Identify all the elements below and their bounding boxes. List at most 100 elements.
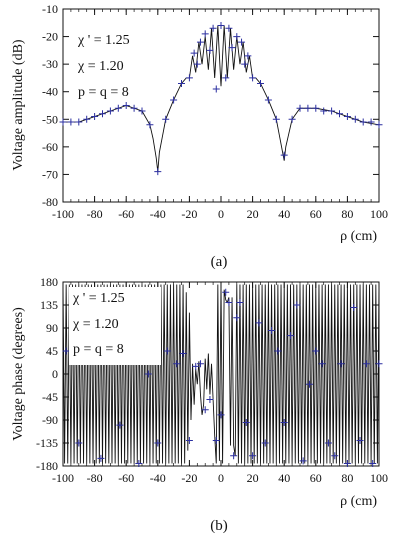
data-point-marker xyxy=(236,298,244,306)
data-point-marker xyxy=(233,314,241,322)
panel-caption: (a) xyxy=(211,254,228,270)
data-point-marker xyxy=(146,121,154,129)
data-point-marker xyxy=(196,360,204,368)
x-tick-label: -100 xyxy=(52,471,74,485)
y-tick-label: -40 xyxy=(42,85,58,99)
data-point-marker xyxy=(154,168,162,176)
data-point-marker xyxy=(212,85,220,93)
x-tick-label: 80 xyxy=(341,471,353,485)
x-axis-label: ρ (cm) xyxy=(340,494,377,509)
data-point-marker xyxy=(274,347,282,355)
data-point-marker xyxy=(179,350,187,358)
data-point-marker xyxy=(375,121,383,129)
data-point-marker xyxy=(242,419,250,427)
data-point-marker xyxy=(130,104,138,112)
x-tick-label: -80 xyxy=(87,207,103,221)
y-tick-label: 45 xyxy=(46,344,58,358)
data-point-marker xyxy=(280,151,288,159)
data-point-marker xyxy=(206,46,214,54)
data-point-marker xyxy=(356,436,364,444)
data-point-marker xyxy=(288,115,296,123)
x-tick-label: 0 xyxy=(218,207,224,221)
data-point-marker xyxy=(362,360,370,368)
x-tick-label: 40 xyxy=(278,207,290,221)
data-point-marker xyxy=(249,452,257,460)
data-point-marker xyxy=(135,459,143,467)
x-tick-label: -60 xyxy=(118,207,134,221)
y-tick-label: -50 xyxy=(42,112,58,126)
data-point-marker xyxy=(369,459,377,467)
data-point-marker xyxy=(173,360,181,368)
parameter-annotation: χ ' = 1.25 xyxy=(77,33,130,48)
data-point-marker xyxy=(193,60,201,68)
data-point-marker xyxy=(185,74,193,82)
data-point-marker xyxy=(163,347,171,355)
data-point-marker xyxy=(305,380,313,388)
data-point-marker xyxy=(144,370,152,378)
y-tick-label: -30 xyxy=(42,57,58,71)
data-point-marker xyxy=(75,118,83,126)
data-point-marker xyxy=(212,436,220,444)
data-point-marker xyxy=(62,347,70,355)
y-tick-label: 135 xyxy=(40,298,58,312)
data-point-marker xyxy=(312,104,320,112)
data-point-marker xyxy=(217,411,225,419)
data-point-marker xyxy=(351,115,359,123)
data-point-marker xyxy=(328,107,336,115)
data-point-marker xyxy=(304,104,312,112)
y-tick-label: -90 xyxy=(42,413,58,427)
y-axis-label: Voltage amplitude (dB) xyxy=(11,39,26,170)
data-point-marker xyxy=(75,439,83,447)
data-point-marker xyxy=(343,113,351,121)
data-point-marker xyxy=(190,49,198,57)
data-point-marker xyxy=(225,298,233,306)
y-tick-label: -20 xyxy=(42,30,58,44)
data-point-marker xyxy=(170,96,178,104)
x-tick-label: 60 xyxy=(310,207,322,221)
data-point-marker xyxy=(296,104,304,112)
data-point-marker xyxy=(287,332,295,340)
y-tick-label: -180 xyxy=(36,459,58,473)
y-tick-label: -135 xyxy=(36,436,58,450)
panel-caption: (b) xyxy=(210,518,228,534)
x-tick-label: 0 xyxy=(218,471,224,485)
data-point-marker xyxy=(367,118,375,126)
data-point-marker xyxy=(255,319,263,327)
x-tick-label: -40 xyxy=(150,471,166,485)
data-point-marker xyxy=(114,104,122,112)
y-tick-label: -70 xyxy=(42,167,58,181)
data-point-marker xyxy=(222,288,230,296)
x-tick-label: 100 xyxy=(370,471,388,485)
y-tick-label: -45 xyxy=(42,390,58,404)
data-point-marker xyxy=(230,452,238,460)
x-tick-label: -60 xyxy=(118,471,134,485)
data-point-marker xyxy=(350,304,358,312)
data-point-marker xyxy=(244,52,252,60)
parameter-annotation: χ = 1.20 xyxy=(72,317,119,332)
data-point-marker xyxy=(91,113,99,121)
data-point-marker xyxy=(280,419,288,427)
data-point-marker xyxy=(201,30,209,38)
data-point-marker xyxy=(99,110,106,118)
x-tick-label: -40 xyxy=(150,207,166,221)
data-point-marker xyxy=(375,360,383,368)
data-point-marker xyxy=(336,110,343,118)
data-point-marker xyxy=(122,102,130,109)
data-point-marker xyxy=(272,115,280,123)
x-axis-label: ρ (cm) xyxy=(340,229,377,244)
x-tick-label: 100 xyxy=(370,207,388,221)
parameter-annotation: χ = 1.20 xyxy=(77,59,124,74)
data-point-marker xyxy=(192,362,200,370)
x-tick-label: 20 xyxy=(247,471,259,485)
data-point-marker xyxy=(106,107,114,115)
data-point-marker xyxy=(222,74,230,82)
x-tick-label: -20 xyxy=(181,207,197,221)
data-point-marker xyxy=(116,421,124,429)
y-tick-label: -60 xyxy=(42,140,58,154)
data-point-marker xyxy=(299,457,307,465)
data-point-marker xyxy=(320,107,328,115)
data-point-marker xyxy=(206,396,214,404)
y-tick-label: 0 xyxy=(52,367,58,381)
x-tick-label: 40 xyxy=(278,471,290,485)
